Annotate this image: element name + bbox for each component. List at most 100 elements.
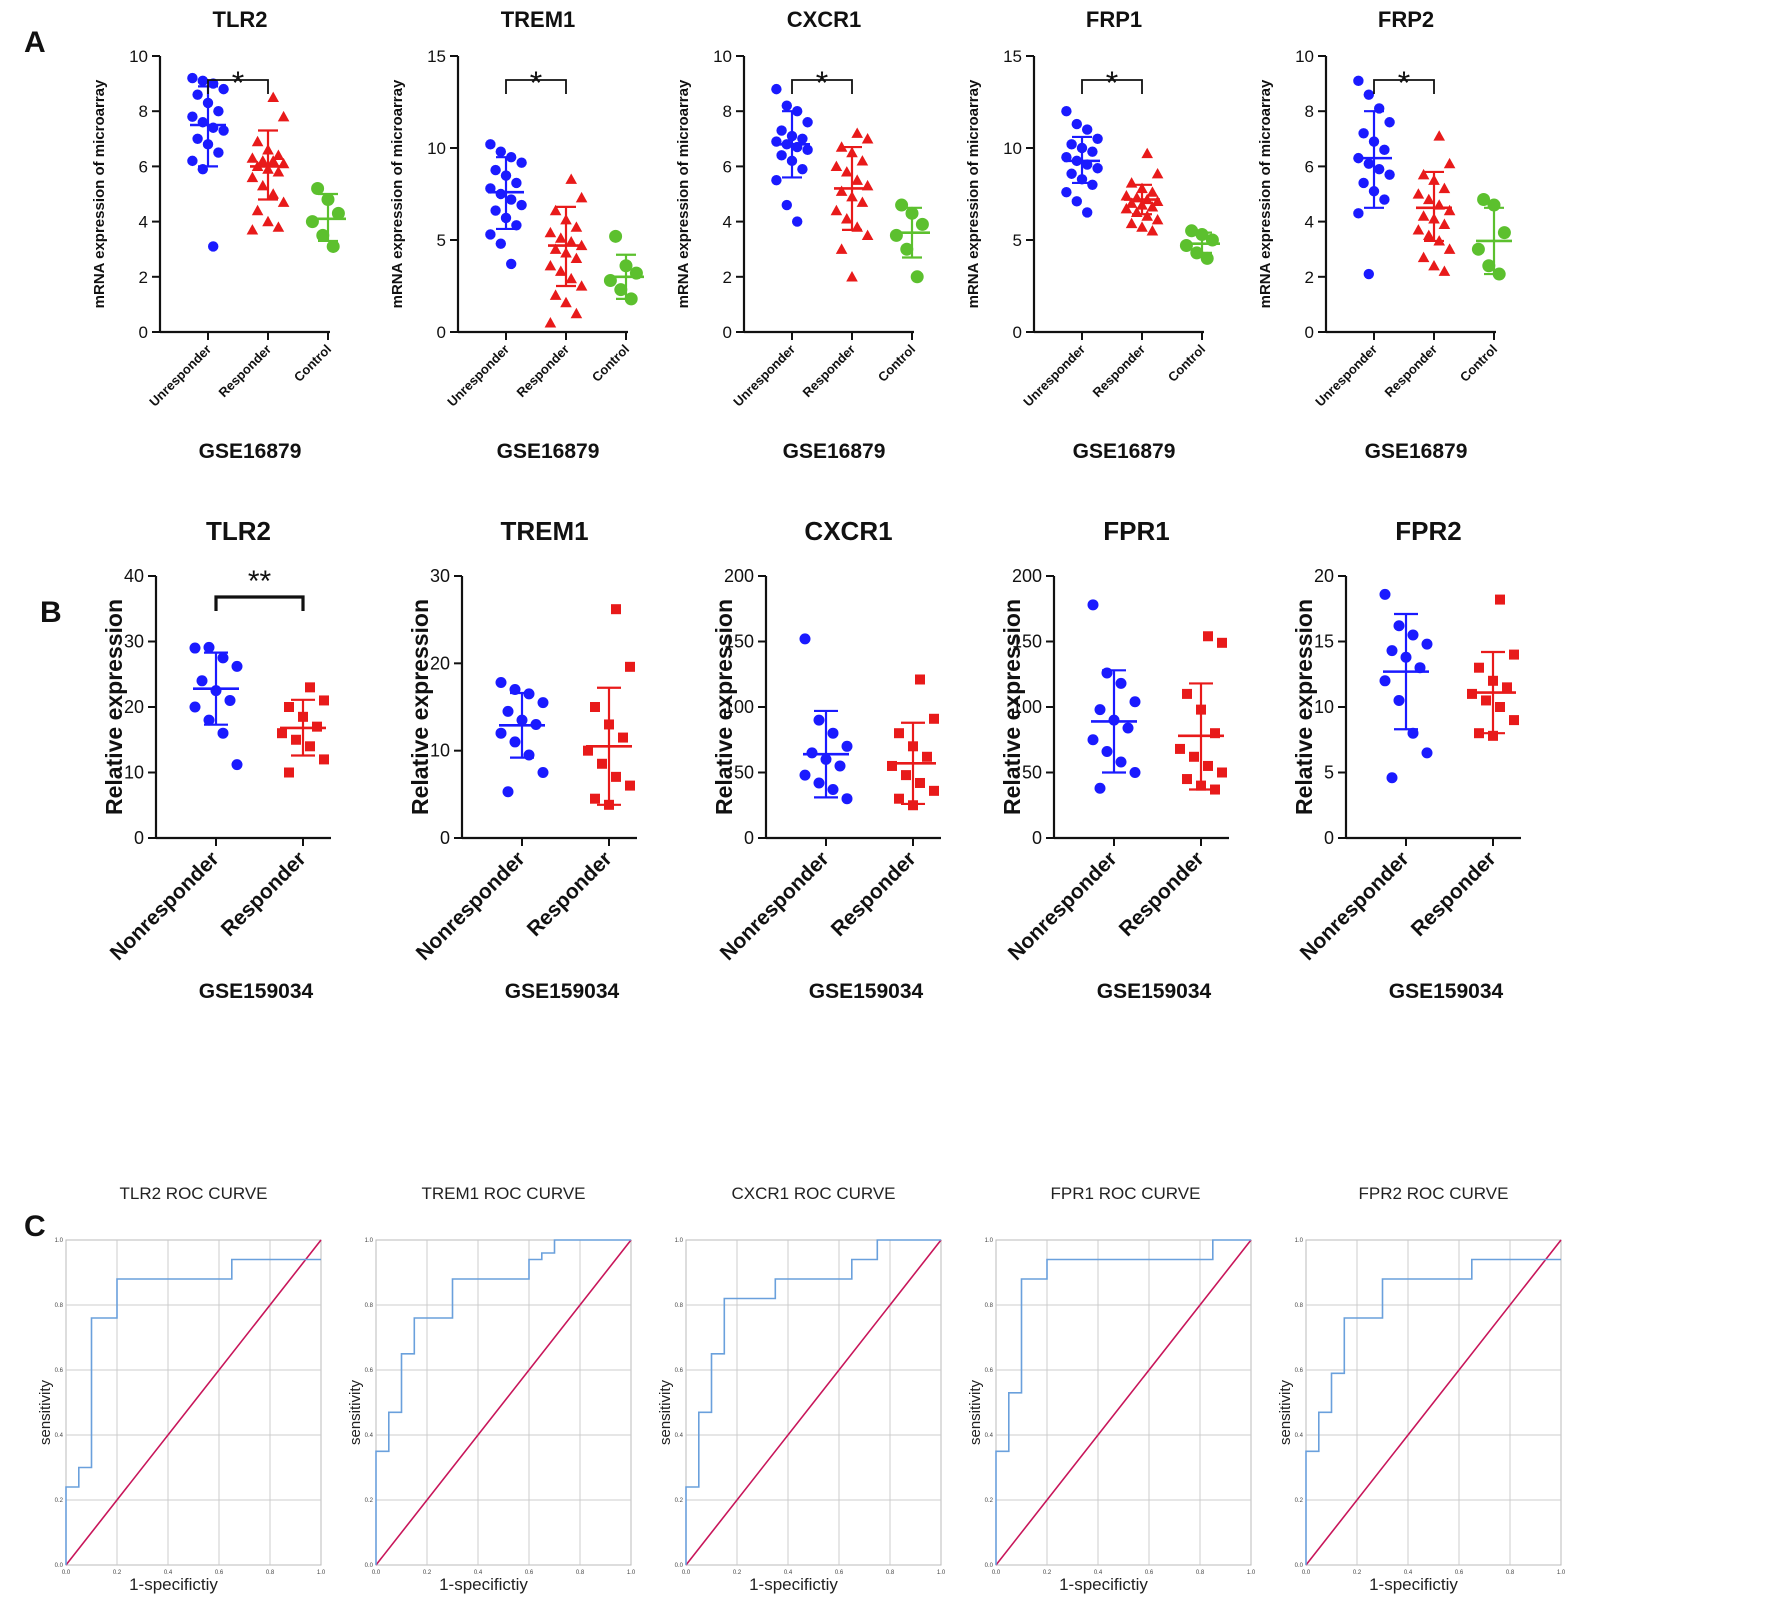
data-point [231,660,243,672]
group-responder: Responder [215,91,290,400]
scatter-chart-b-cxcr1: CXCR1 0 50 100 150 200 Relative expression GSE1… [711,516,941,1003]
x-tick-label: 1.0 [317,1570,326,1576]
data-point [827,784,839,796]
data-point [1438,218,1451,229]
data-point [813,714,825,726]
reference-diagonal [685,1239,942,1566]
y-tick-label: 10 [427,139,446,158]
x-axis-label: GSE16879 [783,440,886,463]
data-point [813,777,825,789]
panel-label-b: B [40,596,62,629]
data-point [792,216,803,227]
panel-label-a: A [24,26,46,59]
data-point [490,205,501,216]
data-point [929,785,939,796]
x-tick-label: 0.0 [372,1570,381,1576]
data-point [614,283,628,297]
group-responder: Responder [827,674,939,941]
data-point [1495,702,1505,712]
x-tick-label: 0.6 [1455,1570,1464,1576]
data-point [1122,722,1134,734]
data-point [1146,186,1159,197]
scatter-chart-b-fpr1: FPR1 0 50 100 150 200 Relative expression GSE15… [999,516,1229,1003]
category-label: Responder [217,847,311,941]
data-point [267,188,279,199]
data-point [291,734,301,745]
data-point [192,133,203,144]
y-tick-label: 0 [1324,828,1334,848]
y-tick-label: 2 [139,268,148,287]
data-point [1087,734,1099,746]
y-tick-label: 50 [1022,763,1042,783]
y-tick-label: 5 [1324,763,1334,783]
data-point [1417,251,1430,263]
data-point [1488,730,1498,741]
data-point [797,133,808,144]
y-tick-label: 0.8 [55,1303,64,1309]
data-point [246,152,259,163]
y-tick-label: 8 [1305,102,1314,121]
category-label: Unresponder [146,342,214,410]
data-point [570,252,583,264]
data-point [1082,207,1093,218]
data-point [1417,210,1430,221]
group-control: Control [589,229,644,385]
data-point [856,155,869,166]
data-point [565,236,577,247]
category-label: Unresponder [444,342,512,410]
x-axis-label: GSE159034 [199,980,314,1003]
x-tick-label: 0.4 [164,1570,173,1576]
data-point [1141,147,1153,159]
data-point [490,164,501,176]
data-point [1217,767,1227,778]
significance-bracket [207,79,269,94]
y-tick-label: 0.6 [1295,1368,1304,1374]
data-point [583,745,593,756]
data-point [208,241,219,252]
data-point [851,127,863,138]
data-point [1384,169,1395,180]
data-point [1092,163,1103,174]
x-axis-label: 1-specifictiy [439,1575,528,1594]
data-point [1129,696,1141,708]
data-point [1125,177,1138,188]
data-point [915,777,925,788]
y-tick-label: 0 [744,828,754,848]
data-point [1438,182,1451,194]
data-point [625,780,635,791]
x-axis-label: GSE159034 [505,980,620,1003]
y-tick-label: 2 [723,268,732,287]
data-point [1443,157,1456,169]
data-point [841,740,853,752]
data-point [1363,158,1375,169]
data-point [544,259,557,271]
data-point [1087,179,1098,190]
reference-diagonal [375,1239,632,1566]
data-point [1203,631,1213,642]
data-point [1386,772,1398,784]
data-point [1125,197,1138,208]
y-tick-label: 20 [1314,566,1334,586]
data-point [192,89,203,100]
data-point [305,215,319,229]
data-point [1353,208,1364,219]
data-point [841,213,853,224]
data-point [549,289,562,300]
chart-title: FPR1 ROC CURVE [1051,1184,1201,1203]
y-axis-label: Relative expression [999,599,1025,815]
y-tick-label: 2 [1305,268,1314,287]
data-point [830,160,843,172]
data-point [1125,217,1138,229]
data-point [1115,756,1127,768]
data-point [1071,118,1083,130]
data-point [894,793,904,804]
data-point [485,139,496,150]
y-tick-label: 10 [430,741,450,761]
data-point [1412,224,1425,235]
data-point [319,695,329,706]
data-point [257,179,269,191]
data-point [1407,727,1419,739]
data-point [305,682,315,693]
data-point [326,239,340,253]
group-unresponder: Unresponder [1020,106,1103,409]
